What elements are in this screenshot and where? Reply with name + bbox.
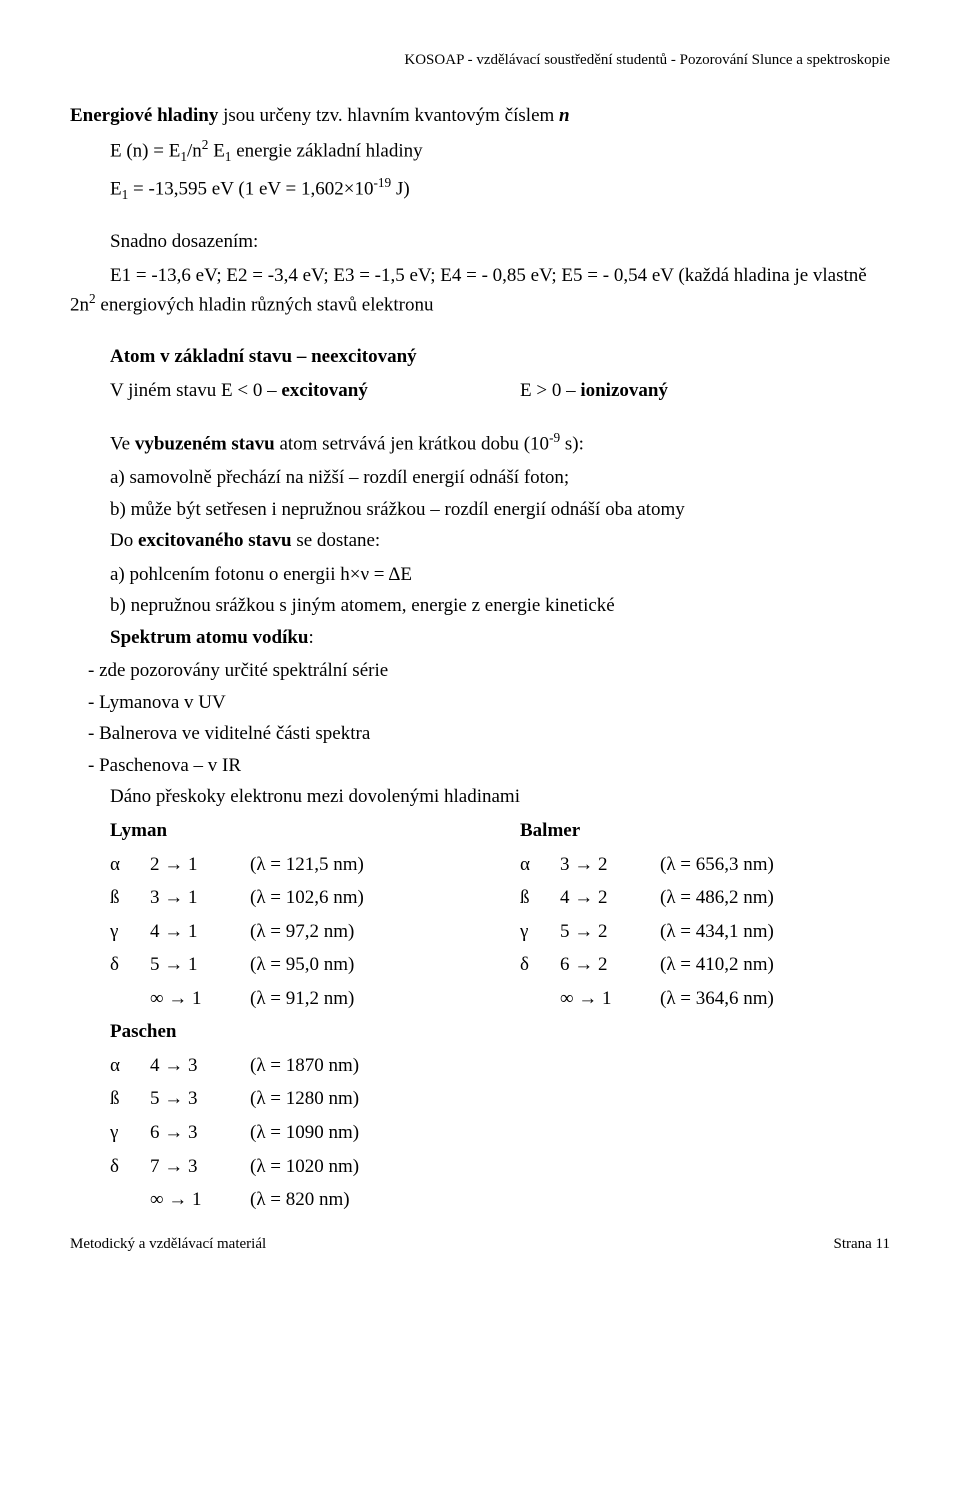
energy-levels-intro: Energiové hladiny jsou určeny tzv. hlavn… — [70, 102, 890, 130]
series-transition: 4 → 1 — [150, 918, 250, 946]
series-transition: 3 → 2 — [560, 851, 660, 879]
series-wavelength: (λ = 95,0 nm) — [250, 951, 520, 979]
series-transition: 3 → 1 — [150, 884, 250, 912]
series-transition: 6 → 2 — [560, 951, 660, 979]
lyman-row: γ4 → 1(λ = 97,2 nm) — [110, 918, 520, 946]
paschen-row: α4 → 3(λ = 1870 nm) — [110, 1052, 890, 1080]
series-transition: ∞ → 1 — [150, 1186, 250, 1214]
paschen-row: ß5 → 3(λ = 1280 nm) — [110, 1085, 890, 1113]
balmer-row: ∞ → 1(λ = 364,6 nm) — [520, 985, 930, 1013]
series-greek: γ — [110, 1119, 150, 1147]
excited-a: a) samovolně přechází na nižší – rozdíl … — [70, 464, 890, 492]
lyman-title: Lyman — [110, 820, 167, 841]
paschen-title: Paschen — [110, 1021, 177, 1042]
series-greek: ß — [520, 884, 560, 912]
energy-formula: E (n) = E1/n2 E1 energie základní hladin… — [110, 135, 890, 166]
lyman-row: ∞ → 1(λ = 91,2 nm) — [110, 985, 520, 1013]
lyman-row: δ5 → 1(λ = 95,0 nm) — [110, 951, 520, 979]
series-transition: 2 → 1 — [150, 851, 250, 879]
balmer-title: Balmer — [520, 820, 580, 841]
series-wavelength: (λ = 410,2 nm) — [660, 951, 930, 979]
excited-state-duration: Ve vybuzeném stavu atom setrvává jen krá… — [110, 428, 890, 458]
series-wavelength: (λ = 121,5 nm) — [250, 851, 520, 879]
series-greek: δ — [520, 951, 560, 979]
series-transition: 5 → 2 — [560, 918, 660, 946]
toexcited-b: b) nepružnou srážkou s jiným atomem, ene… — [70, 592, 890, 620]
toexcited-a: a) pohlcením fotonu o energii h×ν = ΔE — [70, 561, 890, 589]
spectrum-item-2: - Lymanova v UV — [70, 689, 890, 717]
paschen-row: ∞ → 1(λ = 820 nm) — [110, 1186, 890, 1214]
hydrogen-spectrum: Spektrum atomu vodíku: — [110, 624, 890, 652]
substitution-heading: Snadno dosazením: — [110, 228, 890, 256]
balmer-row: γ5 → 2(λ = 434,1 nm) — [520, 918, 930, 946]
series-wavelength: (λ = 364,6 nm) — [660, 985, 930, 1013]
series-transition: ∞ → 1 — [150, 985, 250, 1013]
excited-b: b) může být setřesen i nepružnou srážkou… — [70, 496, 890, 524]
spectrum-item-4: - Paschenova – v IR — [70, 752, 890, 780]
balmer-column: Balmer α3 → 2(λ = 656,3 nm) ß4 → 2(λ = 48… — [520, 817, 930, 1018]
footer-left: Metodický a vzdělávací materiál — [70, 1234, 266, 1256]
series-greek: δ — [110, 1153, 150, 1181]
series-transition: 4 → 3 — [150, 1052, 250, 1080]
series-columns: Lyman α2 → 1(λ = 121,5 nm)ß3 → 1(λ = 102… — [110, 817, 930, 1018]
series-wavelength: (λ = 1090 nm) — [250, 1119, 890, 1147]
series-wavelength: (λ = 434,1 nm) — [660, 918, 930, 946]
e1-value: E1 = -13,595 eV (1 eV = 1,602×10-19 J) — [110, 173, 890, 204]
to-excited-state: Do excitovaného stavu se dostane: — [110, 527, 890, 555]
series-greek: α — [110, 1052, 150, 1080]
series-wavelength: (λ = 820 nm) — [250, 1186, 890, 1214]
page-header: KOSOAP - vzdělávací soustředění studentů… — [70, 50, 890, 72]
paschen-column: Paschen α4 → 3(λ = 1870 nm) ß5 → 3(λ = 12… — [110, 1018, 890, 1213]
series-transition: ∞ → 1 — [560, 985, 660, 1013]
spectrum-item-1: - zde pozorovány určité spektrální série — [70, 657, 890, 685]
ground-state: Atom v základní stavu – neexcitovaný — [110, 343, 890, 371]
series-wavelength: (λ = 1870 nm) — [250, 1052, 890, 1080]
series-wavelength: (λ = 97,2 nm) — [250, 918, 520, 946]
series-greek: γ — [520, 918, 560, 946]
series-transition: 4 → 2 — [560, 884, 660, 912]
balmer-row: δ6 → 2(λ = 410,2 nm) — [520, 951, 930, 979]
series-wavelength: (λ = 91,2 nm) — [250, 985, 520, 1013]
energy-values: E1 = -13,6 eV; E2 = -3,4 eV; E3 = -1,5 e… — [70, 262, 890, 319]
series-greek: α — [110, 851, 150, 879]
excited-ionized-row: V jiném stavu E < 0 – excitovaný E > 0 –… — [110, 377, 930, 405]
series-wavelength: (λ = 486,2 nm) — [660, 884, 930, 912]
paschen-row: δ7 → 3(λ = 1020 nm) — [110, 1153, 890, 1181]
series-greek: α — [520, 851, 560, 879]
series-transition: 7 → 3 — [150, 1153, 250, 1181]
series-greek — [110, 1186, 150, 1214]
series-transition: 6 → 3 — [150, 1119, 250, 1147]
electron-jumps: Dáno přeskoky elektronu mezi dovolenými … — [110, 783, 890, 811]
series-wavelength: (λ = 656,3 nm) — [660, 851, 930, 879]
series-greek — [520, 985, 560, 1013]
balmer-row: α3 → 2(λ = 656,3 nm) — [520, 851, 930, 879]
series-greek: ß — [110, 884, 150, 912]
spectrum-item-3: - Balnerova ve viditelné části spektra — [70, 720, 890, 748]
series-greek: γ — [110, 918, 150, 946]
series-greek: δ — [110, 951, 150, 979]
lyman-column: Lyman α2 → 1(λ = 121,5 nm) ß3 → 1(λ = 102… — [110, 817, 520, 1018]
series-greek: ß — [110, 1085, 150, 1113]
lyman-row: α2 → 1(λ = 121,5 nm) — [110, 851, 520, 879]
series-transition: 5 → 1 — [150, 951, 250, 979]
balmer-row: ß4 → 2(λ = 486,2 nm) — [520, 884, 930, 912]
lyman-row: ß3 → 1(λ = 102,6 nm) — [110, 884, 520, 912]
series-transition: 5 → 3 — [150, 1085, 250, 1113]
paschen-row: γ6 → 3(λ = 1090 nm) — [110, 1119, 890, 1147]
series-greek — [110, 985, 150, 1013]
footer-right: Strana 11 — [833, 1234, 890, 1256]
page-footer: Metodický a vzdělávací materiál Strana 1… — [70, 1234, 890, 1256]
series-wavelength: (λ = 1280 nm) — [250, 1085, 890, 1113]
series-wavelength: (λ = 1020 nm) — [250, 1153, 890, 1181]
series-wavelength: (λ = 102,6 nm) — [250, 884, 520, 912]
